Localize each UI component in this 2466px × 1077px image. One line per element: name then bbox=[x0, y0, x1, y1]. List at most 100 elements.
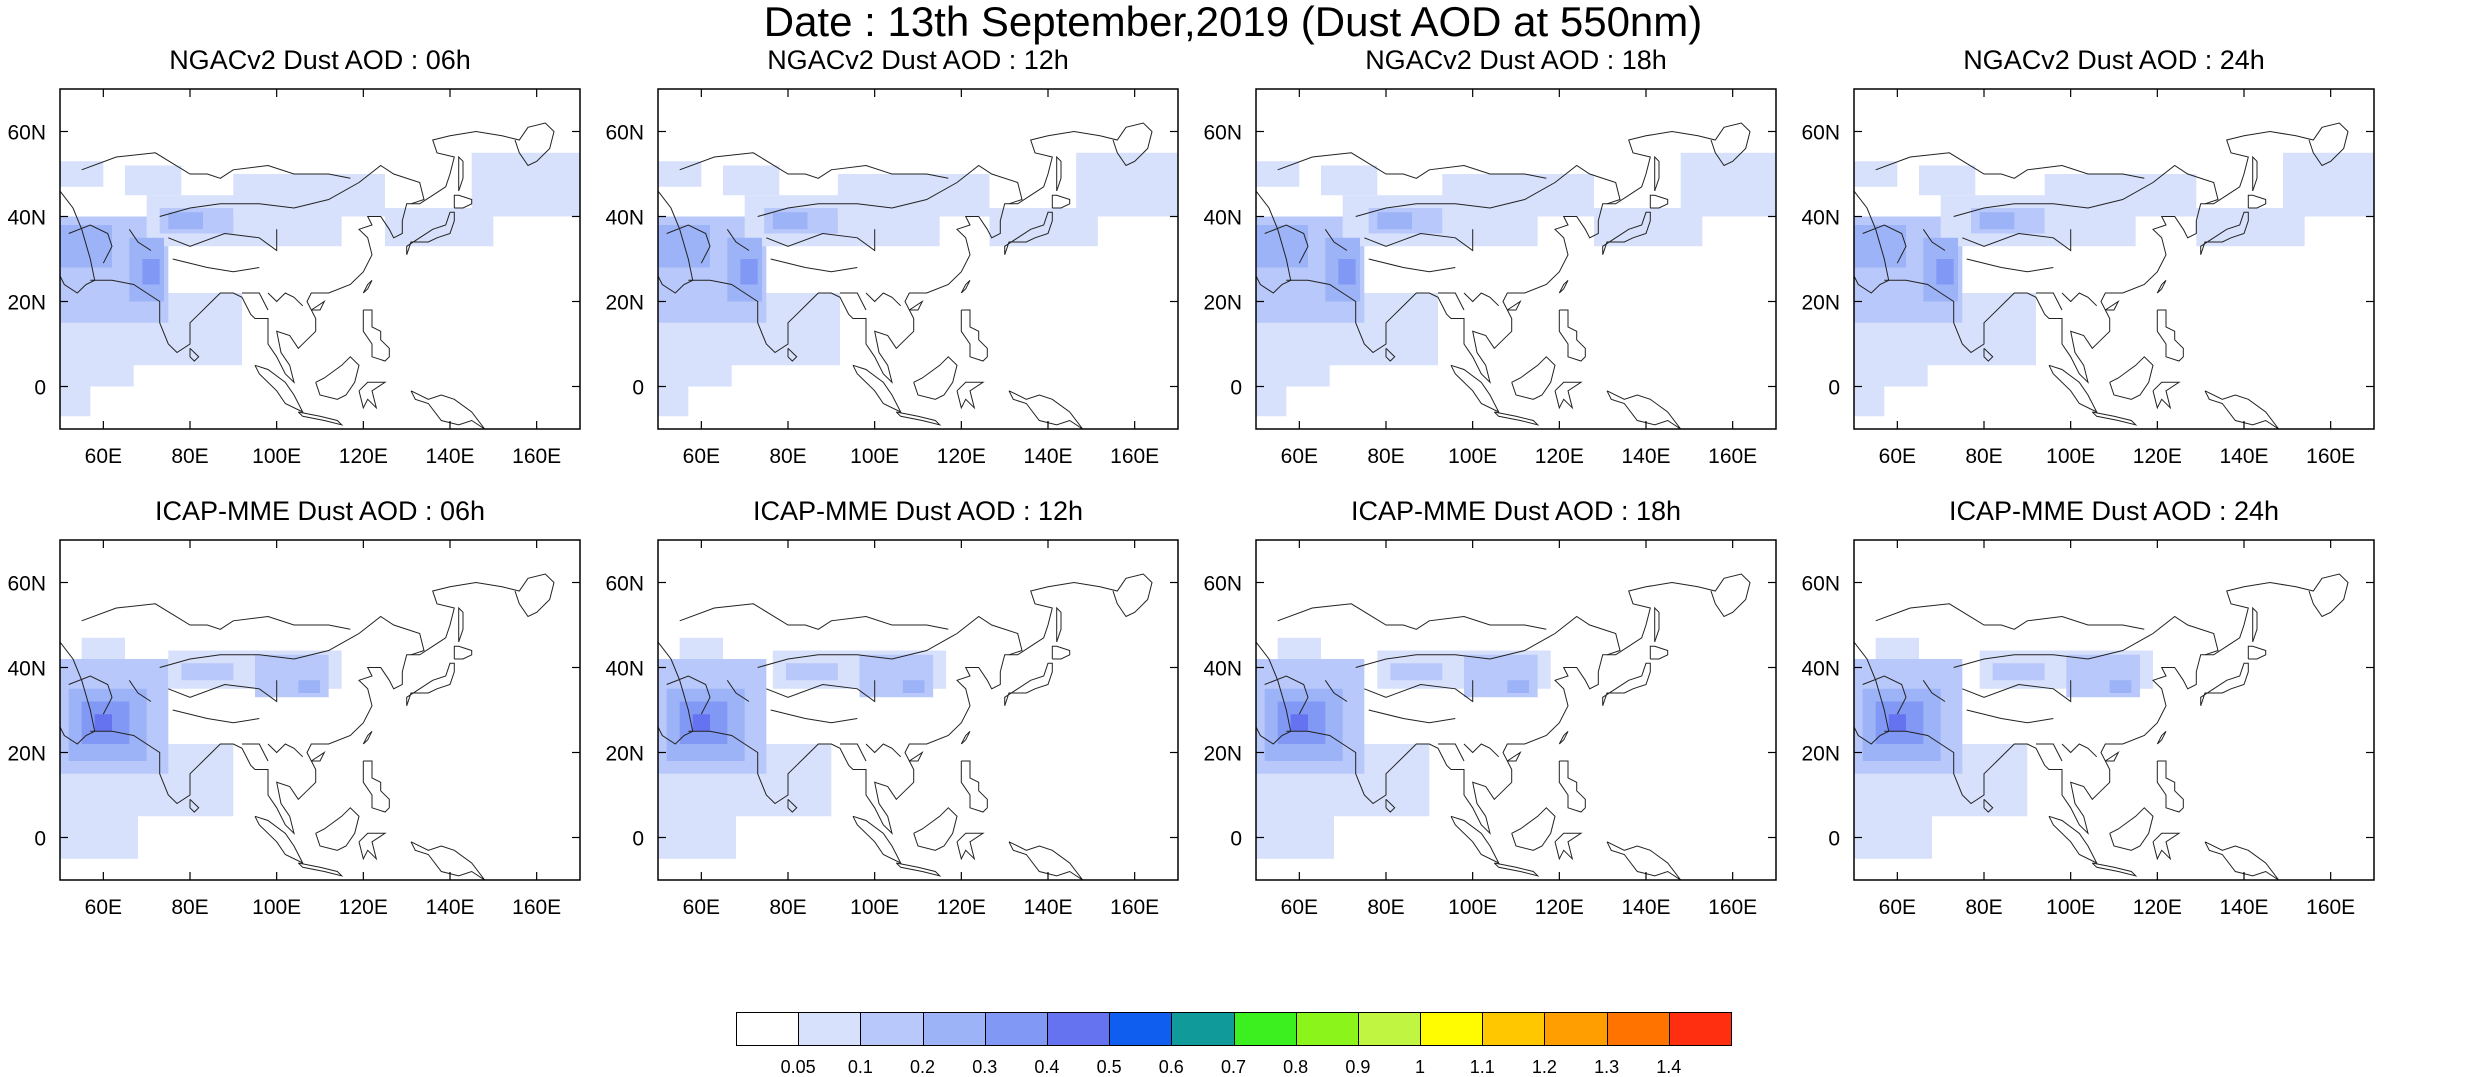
coastline bbox=[362, 309, 390, 362]
colorbar-label: 0.7 bbox=[1220, 1057, 1247, 1077]
coastline bbox=[1953, 164, 2219, 217]
panel-title: NGACv2 Dust AOD : 12h bbox=[767, 45, 1069, 75]
lon-tick-label: 160E bbox=[1110, 445, 1159, 468]
coastline bbox=[1511, 807, 1556, 851]
lon-tick-label: 160E bbox=[2306, 445, 2355, 468]
map-frame bbox=[1853, 539, 2375, 881]
coastline bbox=[2048, 815, 2098, 865]
dust-aod-cell bbox=[1854, 225, 1906, 268]
coastline bbox=[2105, 300, 2120, 311]
coastline bbox=[81, 152, 351, 179]
lat-tick-label: 20N bbox=[605, 292, 644, 315]
coastline bbox=[315, 356, 360, 400]
lon-tick-label: 100E bbox=[252, 445, 301, 468]
coastline bbox=[1606, 841, 1682, 880]
colorbar-swatch bbox=[860, 1012, 924, 1046]
panel-title: NGACv2 Dust AOD : 24h bbox=[1963, 45, 2265, 75]
coastline bbox=[2152, 832, 2181, 861]
coastline bbox=[362, 730, 373, 745]
colorbar-label: 0.9 bbox=[1345, 1057, 1371, 1077]
coastline bbox=[1438, 292, 1465, 311]
coastline bbox=[1654, 606, 1660, 643]
coastline bbox=[168, 680, 278, 703]
lat-tick-label: 60N bbox=[605, 122, 644, 145]
coastline bbox=[1324, 229, 1348, 251]
coastline bbox=[913, 356, 958, 400]
lat-tick-label: 60N bbox=[1203, 122, 1242, 145]
coastline bbox=[770, 709, 858, 724]
coastline bbox=[1966, 258, 2054, 273]
coastline bbox=[1324, 680, 1348, 702]
coastline bbox=[1368, 709, 1456, 724]
colorbar-swatch bbox=[736, 1012, 800, 1046]
panel-title: ICAP-MME Dust AOD : 24h bbox=[1948, 496, 2280, 526]
lon-tick-label: 60E bbox=[1879, 445, 1916, 468]
dust-aod-cell bbox=[298, 680, 320, 693]
colorbar-swatch bbox=[1233, 1012, 1297, 1046]
coastline bbox=[128, 680, 152, 702]
coastline bbox=[1493, 411, 1540, 426]
lon-tick-label: 60E bbox=[85, 445, 122, 468]
coastline bbox=[2091, 862, 2138, 877]
coastline bbox=[2048, 364, 2098, 414]
coastline bbox=[2200, 211, 2249, 255]
dust-aod-cell bbox=[679, 637, 723, 659]
coastline bbox=[1966, 709, 2054, 724]
colorbar-label: 0.8 bbox=[1283, 1057, 1309, 1077]
lon-tick-label: 80E bbox=[1367, 445, 1404, 468]
dust-aod-cell bbox=[1936, 259, 1954, 285]
map-plot: 60E 80E 100E 120E 140E 160E 0 20N 40N 60N bbox=[1203, 539, 1777, 919]
coastline bbox=[1606, 390, 1682, 429]
coastline bbox=[254, 815, 304, 865]
panel-title: ICAP-MME Dust AOD : 18h bbox=[1350, 496, 1682, 526]
coastline bbox=[2091, 411, 2138, 426]
coastline bbox=[1368, 258, 1456, 273]
map-plot: 60E 80E 100E 120E 140E 160E 0 20N 40N 60N bbox=[1801, 88, 2375, 468]
dust-aod-cell bbox=[471, 152, 580, 217]
dust-aod-cell bbox=[1875, 637, 1919, 659]
dust-aod-cell bbox=[81, 637, 125, 659]
coastline bbox=[2061, 743, 2098, 758]
colorbar-label: 0.05 bbox=[780, 1057, 816, 1077]
lon-tick-label: 100E bbox=[850, 896, 899, 919]
colorbar-swatch bbox=[1668, 1012, 1732, 1046]
coastline bbox=[1286, 122, 1751, 384]
colorbar-swatch bbox=[1295, 1012, 1359, 1046]
lat-tick-label: 60N bbox=[1801, 573, 1840, 596]
coastline bbox=[2247, 645, 2267, 660]
coastline bbox=[766, 229, 876, 252]
coastline bbox=[840, 292, 867, 311]
lon-tick-label: 80E bbox=[1965, 896, 2002, 919]
lon-tick-label: 100E bbox=[2046, 896, 2095, 919]
coastline bbox=[1922, 680, 1946, 702]
lon-tick-label: 80E bbox=[769, 445, 806, 468]
dust-aod-cell bbox=[60, 225, 112, 268]
coastline bbox=[1962, 229, 2072, 252]
lon-tick-label: 160E bbox=[2306, 896, 2355, 919]
lat-tick-label: 40N bbox=[1203, 207, 1242, 230]
dust-aod-cell bbox=[60, 161, 104, 187]
lat-tick-label: 60N bbox=[605, 573, 644, 596]
coastline bbox=[1364, 680, 1474, 703]
coastline bbox=[688, 122, 1153, 384]
map-plot: 60E 80E 100E 120E 140E 160E 0 20N 40N 60N bbox=[7, 539, 581, 919]
lat-tick-label: 0 bbox=[34, 377, 46, 400]
lon-tick-label: 80E bbox=[171, 896, 208, 919]
dust-aod-cell bbox=[1979, 212, 2015, 230]
coastline bbox=[679, 152, 949, 179]
dust-aod-cell bbox=[785, 663, 838, 681]
dust-aod-cell bbox=[658, 225, 710, 268]
colorbar-swatch bbox=[984, 1012, 1048, 1046]
map-plot: 60E 80E 100E 120E 140E 160E 0 20N 40N 60N bbox=[7, 88, 581, 468]
dust-aod-cell bbox=[1377, 212, 1412, 230]
coastline bbox=[242, 743, 269, 762]
coastline bbox=[453, 645, 473, 660]
coastline bbox=[267, 292, 304, 307]
coastline bbox=[1558, 730, 1569, 745]
coastline bbox=[1493, 862, 1540, 877]
dust-aod-cell bbox=[658, 161, 702, 187]
coastline bbox=[242, 292, 269, 311]
coastline bbox=[2200, 662, 2249, 706]
colorbar-swatch bbox=[1109, 1012, 1173, 1046]
coastline bbox=[2156, 730, 2167, 745]
